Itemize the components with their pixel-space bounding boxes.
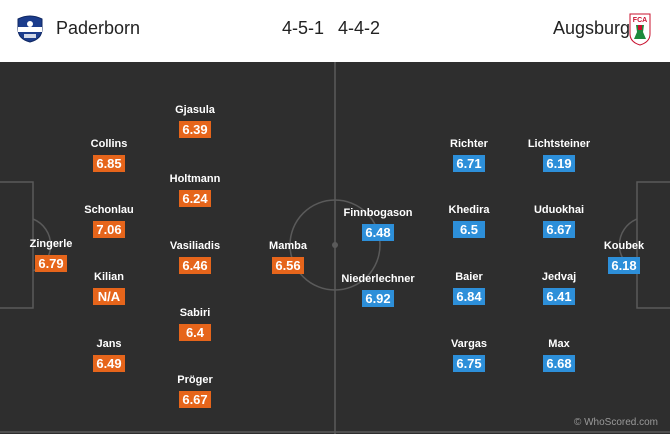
player-rating-badge: 6.46 [179,257,211,274]
player-rating-badge: 6.5 [453,221,485,238]
player-rating-badge: 6.48 [362,224,394,241]
paderborn-crest-icon [17,15,43,43]
player-name[interactable]: Jedvaj [541,271,577,283]
player-name[interactable]: Kilian [94,271,124,283]
home-formation: 4-5-1 [282,18,325,38]
player-name[interactable]: Koubek [603,240,645,252]
player-rating-badge: 6.49 [93,355,125,372]
player-rating-badge: 6.75 [453,355,485,372]
player-rating-badge: 6.71 [453,155,485,172]
player-rating-badge: N/A [93,288,125,305]
player-name[interactable]: Pröger [177,374,213,386]
player-name[interactable]: Vasiliadis [169,240,221,252]
player-rating-badge: 6.79 [35,255,67,272]
player-rating-badge: 6.41 [543,288,575,305]
augsburg-crest-icon: FCA [629,13,651,46]
player-name[interactable]: Richter [450,138,488,150]
player-name[interactable]: Uduokhai [533,204,585,216]
player-name[interactable]: Gjasula [175,104,215,116]
augsburg-crest-text: FCA [633,17,647,24]
center-spot [332,242,338,248]
home-team-name[interactable]: Paderborn [56,18,141,38]
player-rating-badge: 6.56 [272,257,304,274]
player-rating-badge: 6.4 [179,324,211,341]
player-rating-badge: 6.19 [543,155,575,172]
pitch: Zingerle 6.79 Collins 6.85 Schonlau 7.06 Kilia… [0,62,670,434]
player-name[interactable]: Lichtsteiner [527,138,591,150]
away-team-name[interactable]: Augsburg [552,18,630,38]
match-header: Paderborn 4-5-1 4-4-2 Augsburg FCA [0,0,670,58]
player-name[interactable]: Vargas [450,338,488,350]
player-rating-badge: 6.67 [179,391,211,408]
player-name[interactable]: Collins [90,138,128,150]
player-name[interactable]: Finnbogason [343,207,413,219]
player-rating-badge: 6.92 [362,290,394,307]
pitch-markings [0,62,670,434]
player-rating-badge: 6.18 [608,257,640,274]
player-rating-badge: 6.39 [179,121,211,138]
player-name[interactable]: Max [548,338,570,350]
player-name[interactable]: Sabiri [179,307,211,319]
player-rating-badge: 7.06 [93,221,125,238]
player-rating-badge: 6.84 [453,288,485,305]
player-rating-badge: 6.24 [179,190,211,207]
player-name[interactable]: Baier [455,271,483,283]
player-rating-badge: 6.85 [93,155,125,172]
player-name[interactable]: Schonlau [84,204,134,216]
player-name[interactable]: Niederlechner [341,273,415,285]
player-rating-badge: 6.67 [543,221,575,238]
player-name[interactable]: Mamba [269,240,307,252]
player-name[interactable]: Holtmann [169,173,221,185]
player-name[interactable]: Jans [96,338,122,350]
player-rating-badge: 6.68 [543,355,575,372]
player-name[interactable]: Zingerle [29,238,73,250]
player-name[interactable]: Khedira [448,204,490,216]
watermark: © WhoScored.com [573,417,658,428]
away-formation: 4-4-2 [338,18,381,38]
